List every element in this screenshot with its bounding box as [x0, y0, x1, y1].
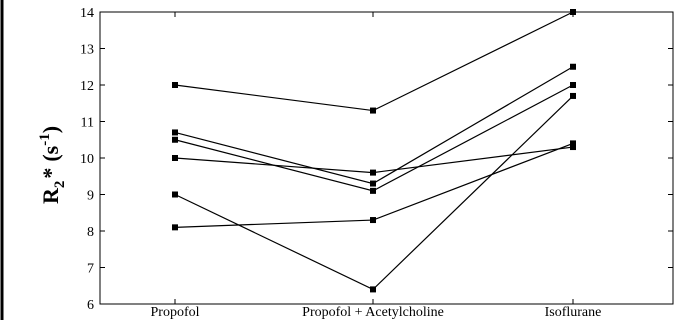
- y-label-unit-prefix: (s: [38, 145, 63, 161]
- series-line: [174, 11, 574, 112]
- data-point-marker: [172, 191, 178, 198]
- y-tick-label: 14: [80, 6, 94, 21]
- data-point-marker: [370, 107, 376, 114]
- y-label-star: *: [38, 168, 63, 179]
- data-point-marker: [570, 63, 576, 70]
- y-tick-label: 8: [87, 225, 94, 240]
- y-tick-label: 6: [87, 298, 94, 313]
- series-line: [174, 146, 574, 174]
- data-point-marker: [370, 187, 376, 194]
- data-point-marker: [172, 155, 178, 161]
- y-tick-label: 12: [80, 79, 94, 94]
- x-tick-label: Propofol: [151, 305, 200, 320]
- y-tick-label: 13: [80, 43, 94, 58]
- data-point-marker: [570, 82, 576, 88]
- plot-area-frame: [99, 11, 674, 305]
- data-point-marker: [172, 82, 178, 88]
- y-axis-label: R2 * (s-1): [37, 126, 68, 204]
- data-point-marker: [370, 286, 376, 293]
- y-tick-label: 11: [81, 116, 94, 131]
- y-tick-label: 10: [80, 152, 94, 167]
- data-point-marker: [172, 136, 178, 143]
- data-point-marker: [370, 217, 376, 224]
- data-point-marker: [570, 140, 576, 147]
- y-label-unit-suffix: ): [38, 126, 63, 133]
- y-label-main: R: [38, 187, 63, 204]
- data-point-marker: [570, 92, 576, 99]
- data-point-marker: [570, 144, 576, 151]
- y-label-unit-exponent: -1: [37, 133, 53, 146]
- x-tick-label: Isoflurane: [545, 305, 602, 320]
- data-point-marker: [370, 180, 376, 187]
- data-point-marker: [172, 224, 178, 231]
- data-point-marker: [570, 9, 576, 15]
- data-point-marker: [172, 129, 178, 136]
- y-axis-ticks: 6 7 8 9 10 11 12 13 14: [80, 6, 673, 313]
- y-label-subscript: 2: [52, 181, 68, 189]
- y-tick-label: 9: [87, 189, 94, 204]
- y-tick-label: 7: [87, 262, 94, 277]
- data-point-marker: [370, 169, 376, 176]
- x-axis-ticks: Propofol Propofol + Acetylcholine Isoflura…: [151, 12, 602, 320]
- x-tick-label: Propofol + Acetylcholine: [302, 305, 444, 320]
- series-layer: [172, 9, 576, 293]
